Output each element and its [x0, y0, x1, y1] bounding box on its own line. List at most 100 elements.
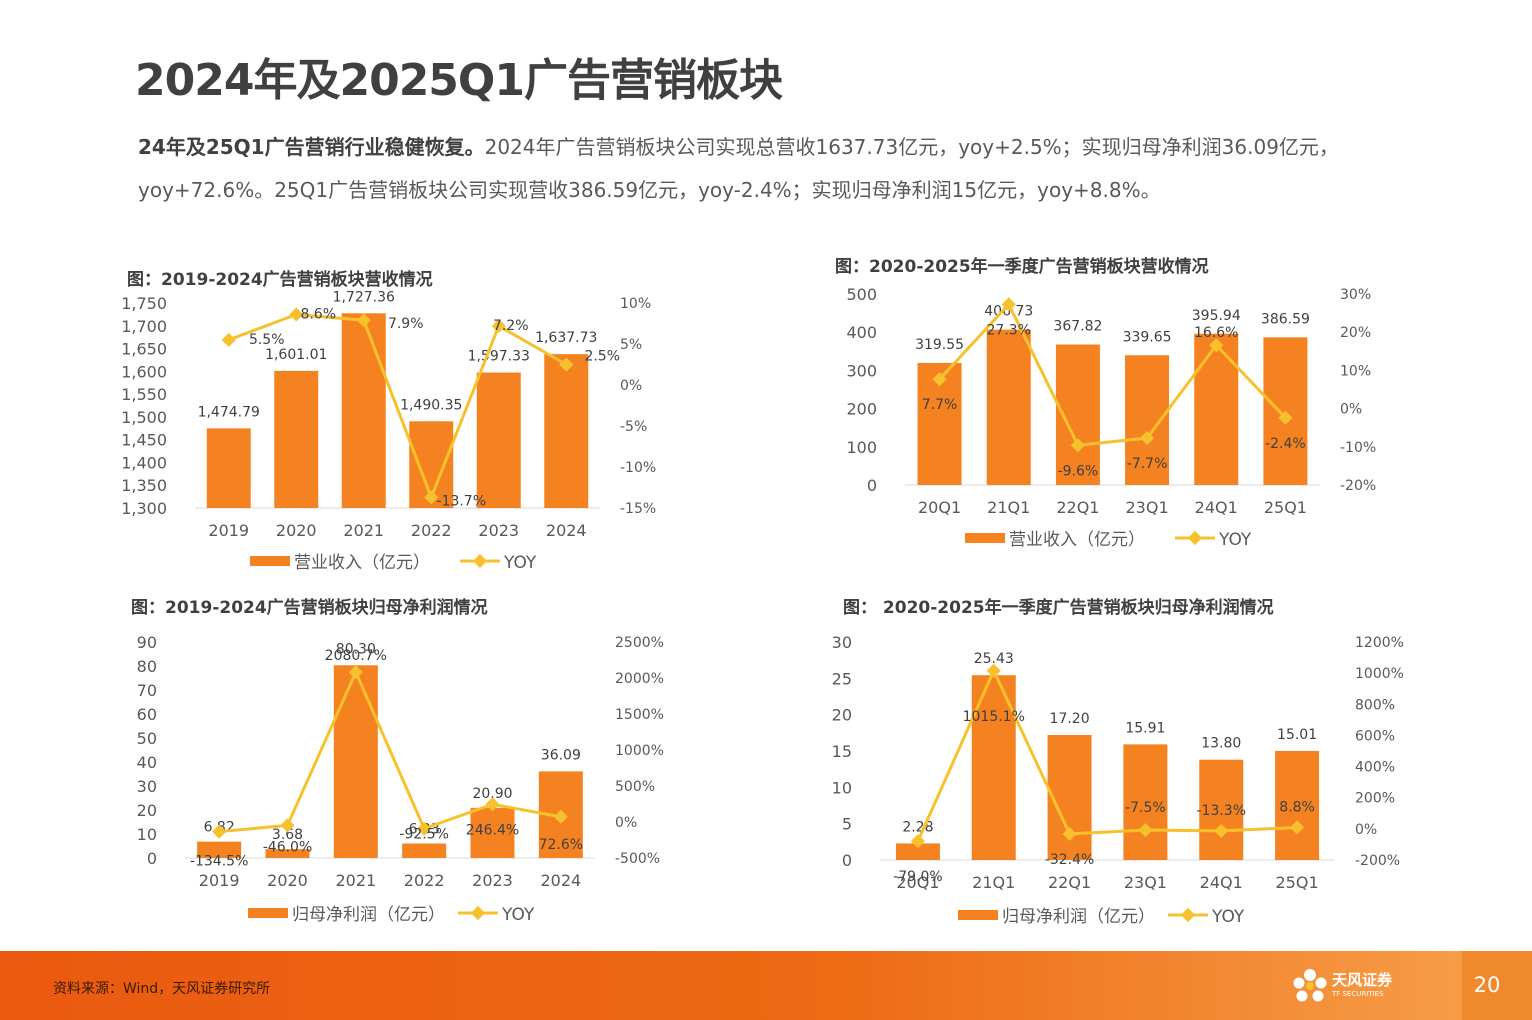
yoy-value-label: 27.3% [987, 322, 1031, 338]
bar [476, 372, 521, 508]
y2-tick-label: 0% [1340, 402, 1362, 418]
yoy-value-label: 72.6% [539, 837, 583, 853]
y2-tick-label: 5% [620, 337, 642, 353]
yoy-value-label: -46.0% [263, 839, 313, 855]
x-tick-label: 20Q1 [918, 498, 961, 517]
yoy-point [212, 824, 227, 839]
bar-value-label: 25.43 [974, 651, 1014, 667]
x-tick-label: 2024 [546, 521, 587, 540]
y2-tick-label: 20% [1340, 325, 1371, 341]
bar-value-label: 15.01 [1277, 727, 1317, 743]
y-tick-label: 25 [832, 669, 852, 688]
yoy-line [938, 301, 1287, 447]
y-tick-label: 30 [137, 777, 157, 796]
chart-profit-annual: 0 10 20 30 40 50 60 70 80 90 -500% 0% 500% 1000% 1500%… [137, 633, 664, 925]
legend-bar-swatch [965, 533, 1005, 543]
x-tick-label: 2022 [411, 521, 452, 540]
y-tick-label: 40 [137, 753, 157, 772]
yoy-point [221, 332, 236, 347]
legend-line-marker [472, 553, 488, 569]
x-tick-label: 2021 [335, 871, 376, 890]
company-logo: 天风证券 TF SECURITIES [1292, 967, 1432, 1007]
legend-line-marker [470, 905, 486, 921]
legend-line-label: YOY [1218, 530, 1252, 550]
legend-line-marker [1187, 530, 1203, 546]
x-tick-label: 22Q1 [1056, 498, 1099, 517]
chart-profit-q1: 0 5 10 15 20 25 30 -200% 0% 200% 400% 600% 800% 1000%… [832, 633, 1404, 927]
yoy-value-label: -2.4% [1265, 436, 1306, 452]
x-tick-label: 21Q1 [987, 498, 1030, 517]
bar-value-label: 2.28 [902, 819, 933, 835]
page-number-box: 20 [1462, 951, 1532, 1020]
legend-bar-label: 归母净利润（亿元） [292, 905, 445, 925]
y-tick-label: 60 [137, 705, 157, 724]
yoy-value-label: -9.6% [1058, 463, 1099, 479]
yoy-point [485, 797, 500, 812]
y-tick-label: 0 [842, 851, 852, 870]
x-tick-label: 2020 [267, 871, 308, 890]
yoy-value-label: 16.6% [1194, 325, 1238, 341]
x-tick-label: 23Q1 [1126, 498, 1169, 517]
y-tick-label: 1,750 [121, 294, 167, 313]
y-tick-label: 80 [137, 657, 157, 676]
y2-tick-label: 1500% [615, 707, 664, 723]
bar [470, 807, 515, 858]
legend-bar-label: 营业收入（亿元） [294, 553, 430, 573]
y-tick-label: 70 [137, 681, 157, 700]
chart-4-title: 图： 2020-2025年一季度广告营销板块归母净利润情况 [843, 598, 1274, 618]
y2-tick-label: 10% [620, 296, 651, 312]
logo-text: 天风证券 [1332, 971, 1393, 989]
legend-bar-label: 营业收入（亿元） [1009, 530, 1145, 550]
chart-3-title: 图：2019-2024广告营销板块归母净利润情况 [131, 598, 488, 618]
y2-tick-label: -10% [620, 460, 656, 476]
y2-tick-label: 1200% [1355, 635, 1404, 651]
bar [333, 665, 378, 858]
y2-tick-label: 0% [615, 815, 637, 831]
legend-bar-swatch [250, 556, 290, 566]
chart-2-title: 图：2020-2025年一季度广告营销板块营收情况 [835, 257, 1209, 277]
x-tick-label: 21Q1 [972, 873, 1015, 892]
y-tick-label: 1,500 [121, 408, 167, 427]
yoy-value-label: 8.8% [1279, 799, 1315, 815]
y2-tick-label: 600% [1355, 728, 1395, 744]
x-tick-label: 25Q1 [1264, 498, 1307, 517]
bar [1194, 333, 1239, 485]
x-tick-label: 23Q1 [1124, 873, 1167, 892]
y2-tick-label: 2000% [615, 671, 664, 687]
y-tick-label: 1,550 [121, 385, 167, 404]
y-tick-label: 30 [832, 633, 852, 652]
yoy-value-label: -32.4% [1045, 852, 1095, 868]
x-tick-label: 2019 [208, 521, 249, 540]
bar [402, 843, 447, 858]
bar [1275, 750, 1320, 860]
y2-tick-label: -5% [620, 419, 647, 435]
bar-value-label: 17.20 [1050, 711, 1090, 727]
bar [274, 370, 319, 508]
bar-value-label: 339.65 [1123, 329, 1172, 345]
yoy-value-label: -13.7% [436, 493, 486, 509]
y-tick-label: 20 [137, 801, 157, 820]
yoy-line [228, 312, 567, 502]
yoy-line [916, 667, 1298, 842]
y2-tick-label: -10% [1340, 440, 1376, 456]
yoy-point [1278, 410, 1293, 425]
bar-value-label: 319.55 [915, 337, 964, 353]
y2-tick-label: -200% [1355, 853, 1400, 869]
bar-value-label: 386.59 [1261, 311, 1310, 327]
y2-tick-label: 30% [1340, 287, 1371, 303]
yoy-point [424, 490, 439, 505]
yoy-value-label: 1015.1% [963, 709, 1025, 725]
y-tick-label: 15 [832, 742, 852, 761]
bar-value-label: 1,637.73 [535, 330, 597, 346]
y2-tick-label: -20% [1340, 478, 1376, 494]
yoy-point [986, 663, 1001, 678]
intro-text: 2024年广告营销板块公司实现总营收1637.73亿元，yoy+2.5%；实现归… [138, 135, 1339, 202]
chart-revenue-q1: 0 100 200 300 400 500 -20% -10% 0% 10% 20% 30% 20Q1 2… [846, 285, 1376, 550]
flower-logo-icon [1293, 969, 1327, 1002]
bar [265, 849, 310, 858]
yoy-value-label: -92.5% [399, 827, 449, 843]
y-tick-label: 100 [846, 438, 877, 457]
legend-bar-swatch [248, 908, 288, 918]
x-tick-label: 2024 [540, 871, 581, 890]
bar [341, 313, 386, 508]
